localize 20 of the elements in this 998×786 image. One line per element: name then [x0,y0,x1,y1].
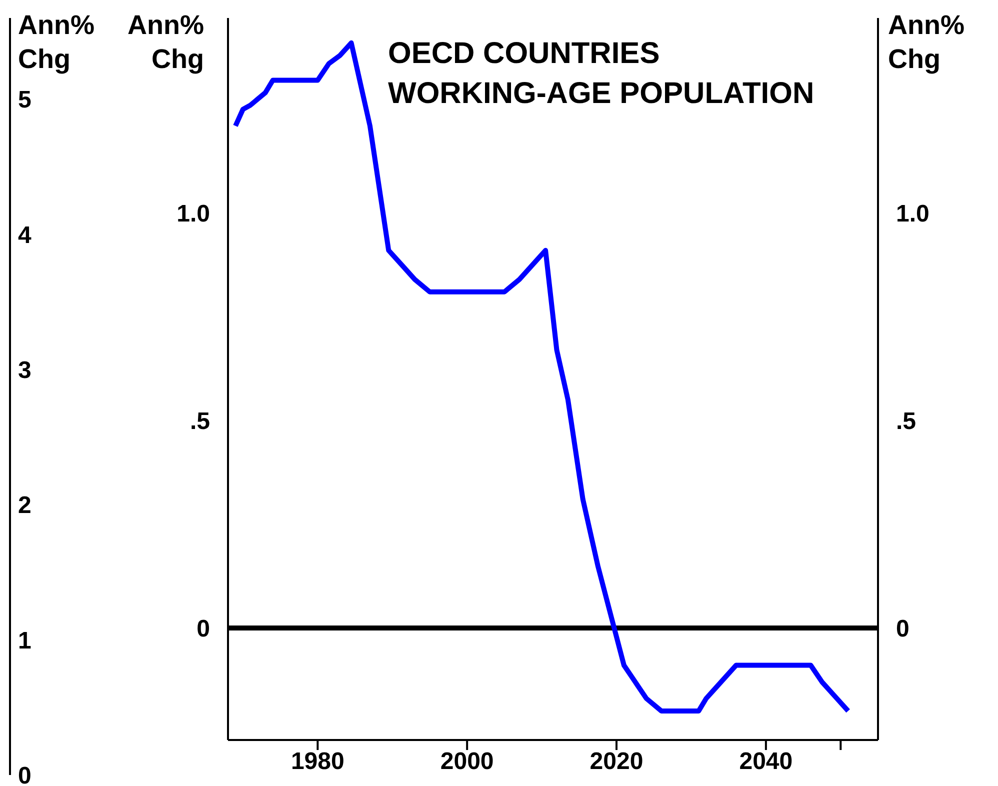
y3-tick-label: 1 [18,627,32,654]
y2-tick-label: .5 [896,408,916,436]
y2-tick-label: 1.0 [896,200,930,228]
y3-axis-title: Ann% Chg [18,9,96,76]
y2-axis-title: Ann% Chg [888,9,966,76]
y-tick-label: 0 [196,615,210,642]
y3-tick-label: 3 [18,356,32,384]
x-tick-label: 2000 [440,748,494,776]
x-tick-label: 1980 [290,748,344,776]
y-tick-label: .5 [190,408,210,436]
y3-tick-label: 2 [18,492,32,520]
y3-tick-label: 0 [18,762,32,786]
y2-tick-label: 0 [896,615,910,642]
x-tick-label: 2020 [590,748,644,776]
y-axis-title: Ann% Chg [126,9,204,76]
x-tick-label: 2040 [739,748,793,776]
text: OECD COUNTRIES WORKING-AGE POPULATION [388,37,814,110]
y3-tick-label: 5 [18,86,32,114]
y3-tick-label: 4 [18,222,32,249]
y-tick-label: 1.0 [176,200,210,228]
